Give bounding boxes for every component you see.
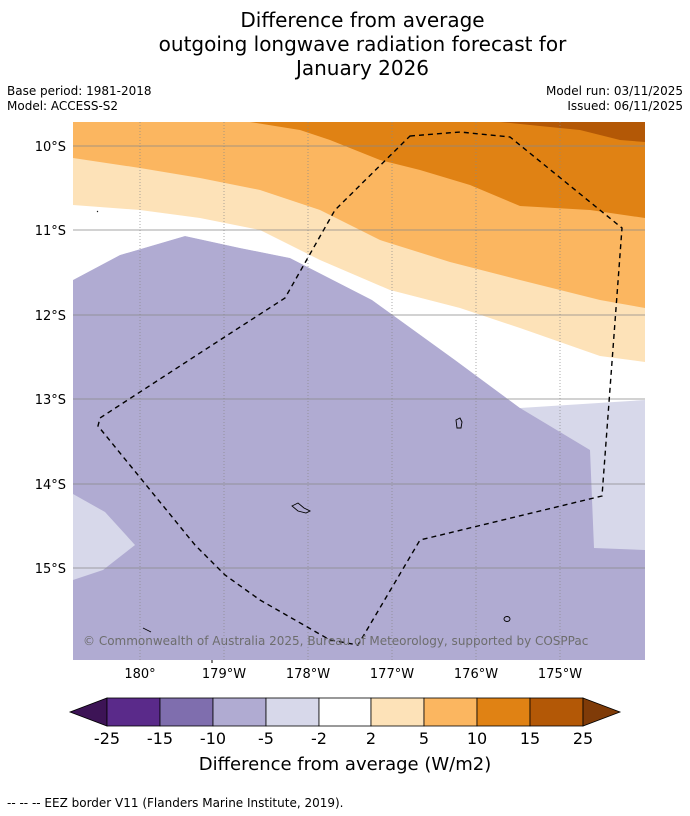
base-period: Base period: 1981-2018 [7, 84, 152, 98]
colorbar-tick: -15 [147, 729, 173, 748]
colorbar-tick: -10 [200, 729, 226, 748]
colorbar-cell [318, 697, 372, 727]
colorbar-cell [423, 697, 478, 727]
colorbar-tick: 10 [467, 729, 487, 748]
colorbar-ticks: -25 -15 -10 -5 -2 2 5 10 15 25 [94, 729, 593, 748]
lon-label: 175°W [538, 667, 582, 682]
latitude-labels: 10°S 11°S 12°S 13°S 14°S 15°S [35, 140, 66, 577]
lon-label: 176°W [454, 667, 498, 682]
lat-label: 15°S [35, 562, 66, 577]
band-neg-5-west [73, 494, 135, 580]
lon-label: 178°W [286, 667, 330, 682]
lon-label: 179°W [202, 667, 246, 682]
colorbar-cell [529, 697, 584, 727]
island-outline [291, 502, 312, 514]
lat-label: 10°S [35, 140, 66, 155]
colorbar-tick: 25 [573, 729, 593, 748]
lat-label: 11°S [35, 224, 66, 239]
island-outline [96, 210, 99, 213]
chart-title: Difference from average outgoing longwav… [0, 8, 690, 80]
island-outline [455, 417, 463, 429]
title-line-2: outgoing longwave radiation forecast for [158, 32, 567, 56]
island-outline [142, 627, 152, 633]
colorbar-cell [159, 697, 214, 727]
model-name: Model: ACCESS-S2 [7, 99, 119, 113]
colorbar-tick: -2 [311, 729, 327, 748]
colorbar-extend-high [582, 697, 622, 727]
meta-left: Base period: 1981-2018 Model: ACCESS-S2 [7, 84, 152, 114]
longitude-labels: 180° 179°W 178°W 177°W 176°W 175°W [124, 667, 582, 682]
eez-legend: -- -- -- EEZ border V11 (Flanders Marine… [7, 796, 344, 810]
colorbar-tick: -5 [258, 729, 274, 748]
colorbar-tick: 5 [419, 729, 429, 748]
colorbar-cell [370, 697, 425, 727]
lon-label: 180° [124, 667, 155, 682]
title-line-1: Difference from average [240, 8, 485, 32]
colorbar-label: Difference from average (W/m2) [199, 754, 491, 775]
title-line-3: January 2026 [295, 56, 430, 80]
map-area: © Commonwealth of Australia 2025, Bureau… [73, 122, 645, 660]
colorbar-cell [265, 697, 320, 727]
colorbar-tick: -25 [94, 729, 120, 748]
lon-label: 177°W [370, 667, 414, 682]
colorbar [68, 697, 622, 727]
issued-date: Issued: 06/11/2025 [567, 99, 683, 113]
colorbar-extend-low [68, 697, 108, 727]
model-run: Model run: 03/11/2025 [545, 84, 683, 98]
colorbar-tick: 15 [520, 729, 540, 748]
band-pos-15 [500, 122, 645, 142]
colorbar-cell [476, 697, 531, 727]
copyright-text: © Commonwealth of Australia 2025, Bureau… [83, 634, 588, 648]
lat-label: 13°S [35, 393, 66, 408]
gridlines [73, 122, 645, 660]
islands [96, 210, 511, 633]
colorbar-tick: 2 [366, 729, 376, 748]
colorbar-cell [212, 697, 267, 727]
island-outline [503, 616, 511, 622]
meta-right: Model run: 03/11/2025 Issued: 06/11/2025 [546, 84, 683, 114]
lat-label: 14°S [35, 478, 66, 493]
lat-label: 12°S [35, 309, 66, 324]
colorbar-cell [106, 697, 161, 727]
eez-border [97, 131, 623, 646]
